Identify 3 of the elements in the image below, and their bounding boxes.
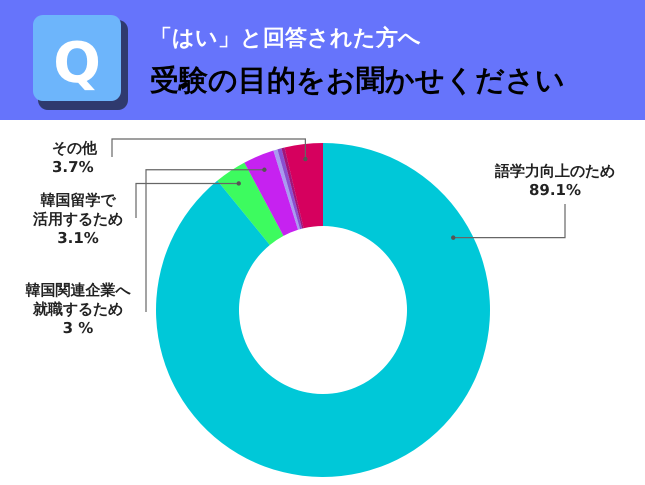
text: Q bbox=[53, 31, 101, 96]
chart-subtitle: 「はい」と回答された方へ bbox=[150, 25, 421, 51]
chart-title: 受験の目的をお聞かせください bbox=[150, 63, 565, 97]
